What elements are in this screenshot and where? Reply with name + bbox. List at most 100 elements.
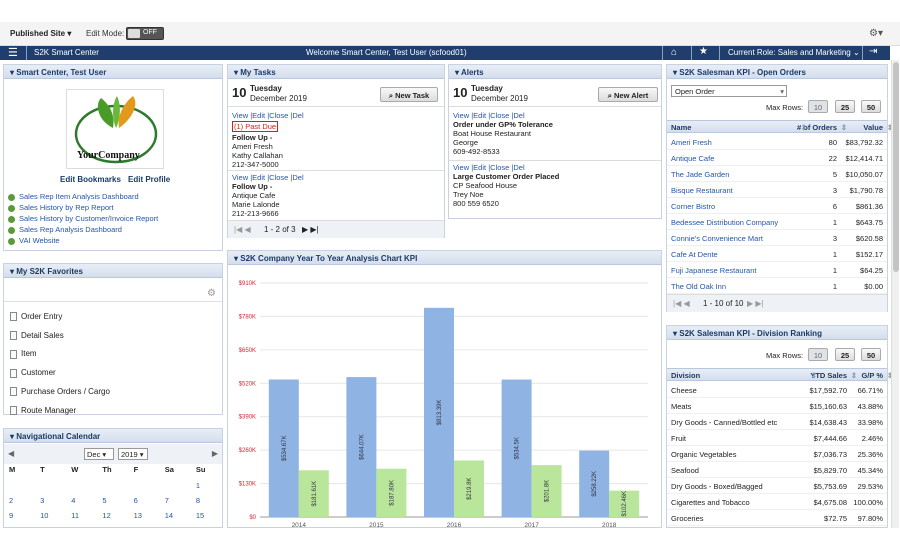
calendar-day[interactable]: 9 xyxy=(9,511,14,520)
scrollbar-thumb[interactable] xyxy=(893,62,899,272)
table-row[interactable]: Cafe At Dente 1 $152.17 xyxy=(667,246,887,262)
column-header[interactable]: G/P % xyxy=(861,371,883,380)
home-icon[interactable]: ⌂ xyxy=(671,47,678,58)
logout-icon[interactable]: ⇥ xyxy=(869,46,878,57)
alert-actions[interactable]: View |Edit |Close |Del xyxy=(453,163,525,172)
alerts-header[interactable]: ▾ Alerts xyxy=(449,65,661,79)
cell-name[interactable]: Bedessee Distribution Company xyxy=(671,218,779,227)
favorite-item[interactable]: Customer xyxy=(10,364,110,383)
table-row[interactable]: The Jade Garden 5 $10,050.07 xyxy=(667,166,887,182)
edit-mode-toggle[interactable]: OFF xyxy=(126,27,164,40)
next-month-icon[interactable]: ▶ xyxy=(211,449,218,458)
calendar-day[interactable]: 5 xyxy=(102,496,107,505)
delete-link[interactable]: Del xyxy=(513,111,525,120)
calendar-day[interactable]: 14 xyxy=(164,511,174,520)
chart-bar[interactable] xyxy=(531,465,562,517)
favorites-star-icon[interactable]: ★ xyxy=(699,46,708,57)
table-row[interactable]: Fruit $7,444.66 2.46% xyxy=(667,430,887,446)
cell-name[interactable]: Cafe At Dente xyxy=(671,250,718,259)
first-page-icon[interactable]: |◀ ◀ xyxy=(234,225,251,234)
view-link[interactable]: View xyxy=(453,111,470,120)
favorites-gear-icon[interactable]: ⚙ xyxy=(207,288,216,299)
sort-icon[interactable]: ⇕ xyxy=(840,123,847,132)
new-task-button[interactable]: ⌕ New Task xyxy=(380,87,438,102)
sort-icon[interactable]: ⇕ xyxy=(810,371,817,380)
edit-link[interactable]: Edit xyxy=(473,163,487,172)
view-link[interactable]: View xyxy=(453,163,470,172)
sort-icon[interactable]: ⇕ xyxy=(886,371,893,380)
calendar-day[interactable]: 3 xyxy=(40,496,45,505)
column-header[interactable]: Division xyxy=(671,371,701,380)
calendar-day[interactable]: 8 xyxy=(195,496,201,505)
first-page-icon[interactable]: |◀ ◀ xyxy=(673,299,690,308)
delete-link[interactable]: Del xyxy=(292,111,304,120)
year-select[interactable]: 2019 ▾ xyxy=(118,448,148,460)
close-link[interactable]: Close xyxy=(490,163,510,172)
table-row[interactable]: Meats $15,160.63 43.88% xyxy=(667,398,887,414)
settings-gear-icon[interactable]: ⚙▾ xyxy=(869,28,883,39)
bookmark-item[interactable]: Sales Rep Item Analysis Dashboard xyxy=(8,191,158,202)
table-row[interactable]: Ameri Fresh 80 $83,792.32 xyxy=(667,134,887,150)
edit-link[interactable]: Edit xyxy=(473,111,487,120)
column-header[interactable]: # of Orders xyxy=(796,123,837,132)
cell-name[interactable]: Corner Bistro xyxy=(671,202,716,211)
chart-bar[interactable] xyxy=(501,379,532,517)
column-header[interactable]: YTD Sales xyxy=(810,371,847,380)
calendar-day[interactable]: 1 xyxy=(195,481,201,490)
table-row[interactable]: Cheese $17,592.70 66.71% xyxy=(667,382,887,398)
max-rows-10-button[interactable]: 10 xyxy=(808,348,828,361)
edit-bookmarks-link[interactable]: Edit Bookmarks xyxy=(60,175,121,184)
table-row[interactable]: Antique Cafe 22 $12,414.71 xyxy=(667,150,887,166)
task-actions[interactable]: View |Edit |Close |Del xyxy=(232,173,304,182)
bookmark-item[interactable]: VAI Website xyxy=(8,235,158,246)
cell-name[interactable]: Antique Cafe xyxy=(671,154,715,163)
chart-bar[interactable] xyxy=(424,307,454,517)
next-page-icon[interactable]: ▶ ▶| xyxy=(747,299,764,308)
next-page-icon[interactable]: ▶ ▶| xyxy=(302,225,319,234)
profile-header[interactable]: ▾ Smart Center, Test User xyxy=(4,65,222,79)
table-row[interactable]: Corner Bistro 6 $861.36 xyxy=(667,198,887,214)
calendar-day[interactable]: 10 xyxy=(40,511,49,520)
published-site-dropdown[interactable]: Published Site ▾ xyxy=(10,29,71,38)
edit-profile-link[interactable]: Edit Profile xyxy=(128,175,171,184)
sort-icon[interactable]: ⇕ xyxy=(800,123,807,132)
column-header[interactable]: Value xyxy=(863,123,883,132)
max-rows-50-button[interactable]: 50 xyxy=(861,348,881,361)
task-item[interactable]: View |Edit |Close |Del (1) Past Due Foll… xyxy=(232,111,304,169)
table-row[interactable]: Organic Vegetables $7,036.73 25.36% xyxy=(667,446,887,462)
open-orders-header[interactable]: ▾ S2K Salesman KPI - Open Orders xyxy=(667,65,887,79)
table-row[interactable]: Bedessee Distribution Company 1 $643.75 xyxy=(667,214,887,230)
chart-bar[interactable] xyxy=(579,450,610,517)
max-rows-10-button[interactable]: 10 xyxy=(808,100,828,113)
chart-bar[interactable] xyxy=(346,377,377,517)
favorite-item[interactable]: Detail Sales xyxy=(10,327,110,346)
sort-icon[interactable]: ⇕ xyxy=(886,123,893,132)
cell-name[interactable]: Bisque Restaurant xyxy=(671,186,733,195)
favorite-item[interactable]: Item xyxy=(10,345,110,364)
bookmark-item[interactable]: Sales History by Rep Report xyxy=(8,202,158,213)
column-header[interactable]: Name xyxy=(671,123,692,132)
cell-name[interactable]: Fuji Japanese Restaurant xyxy=(671,266,757,275)
table-row[interactable]: Dry Goods - Boxed/Bagged $5,753.69 29.53% xyxy=(667,478,887,494)
calendar-day[interactable]: 7 xyxy=(164,496,169,505)
calendar-day[interactable]: 13 xyxy=(133,511,142,520)
hamburger-menu-icon[interactable]: ☰ xyxy=(8,47,18,59)
calendar-day[interactable]: 15 xyxy=(195,511,205,520)
max-rows-25-button[interactable]: 25 xyxy=(835,100,855,113)
task-item[interactable]: View |Edit |Close |Del Follow Up - Antiq… xyxy=(232,173,304,218)
calendar-day[interactable]: 6 xyxy=(133,496,138,505)
calendar-day[interactable]: 4 xyxy=(71,496,76,505)
table-row[interactable]: Seafood $5,829.70 45.34% xyxy=(667,462,887,478)
favorite-item[interactable]: Route Manager xyxy=(10,402,110,421)
alert-item[interactable]: View |Edit |Close |Del Large Customer Or… xyxy=(453,163,559,208)
max-rows-25-button[interactable]: 25 xyxy=(835,348,855,361)
month-select[interactable]: Dec ▾ xyxy=(84,448,114,460)
chart-bar[interactable] xyxy=(376,468,407,517)
calendar-day[interactable]: 12 xyxy=(102,511,111,520)
cell-name[interactable]: The Jade Garden xyxy=(671,170,730,179)
edit-link[interactable]: Edit xyxy=(252,111,266,120)
view-link[interactable]: View xyxy=(232,173,249,182)
prev-month-icon[interactable]: ◀ xyxy=(8,449,15,458)
view-link[interactable]: View xyxy=(232,111,249,120)
cell-name[interactable]: The Old Oak Inn xyxy=(671,282,727,291)
